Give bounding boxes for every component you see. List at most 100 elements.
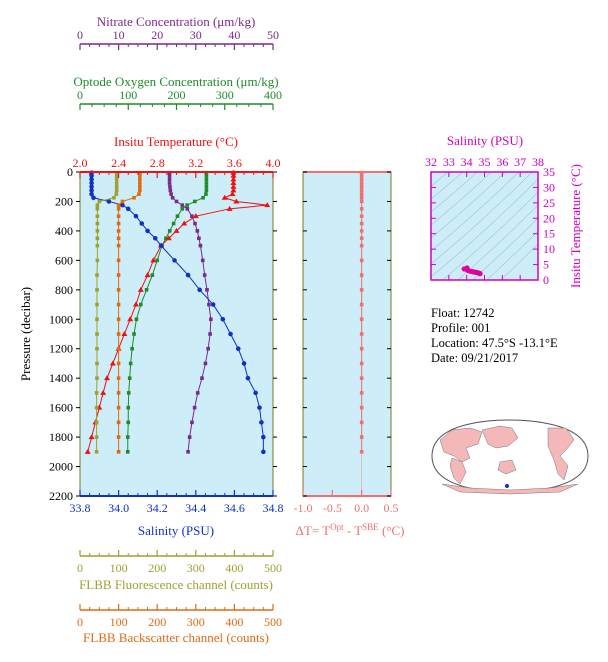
backscatter-data-point: [116, 229, 121, 233]
temperature-data-point: [137, 286, 144, 292]
oxygen-data-point: [204, 192, 208, 196]
fluorescence-data-point: [95, 258, 100, 263]
temperature-tick-label: 3.2: [188, 156, 203, 170]
nitrate-data-point: [206, 346, 210, 351]
ts-density-contour: [431, 172, 520, 252]
delta-t-data-point: [359, 192, 364, 196]
oxygen-data-point: [130, 346, 134, 351]
nitrate-data-point: [187, 435, 192, 439]
pressure-tick-label: 0: [67, 165, 73, 179]
ts-salinity-tick-label: 35: [479, 155, 491, 169]
ts-density-contour: [431, 172, 478, 213]
nitrate-data-point: [186, 450, 190, 454]
backscatter-data-point: [116, 203, 121, 207]
backscatter-data-point: [116, 361, 121, 366]
oxygen-tick-label: 300: [216, 88, 234, 102]
temperature-data-point: [221, 194, 228, 200]
temperature-data-point: [104, 375, 111, 381]
nitrate-data-point: [190, 214, 194, 218]
delta-t-tick-label: 0.0: [354, 501, 369, 515]
backscatter-data-point: [116, 420, 121, 425]
fluorescence-data-point: [94, 450, 99, 454]
salinity-tick-label: 34.0: [108, 501, 129, 515]
fluorescence-data-point: [95, 273, 99, 277]
delta-t-axes-group: -1.0 -0.5 0.0 0.5: [294, 171, 399, 515]
backscatter-tick-label: 0: [77, 615, 83, 629]
ts-temperature-tick-label: 20: [543, 211, 555, 225]
delta-t-data-point: [359, 288, 364, 292]
pressure-tick-label: 1600: [49, 401, 73, 415]
nitrate-data-point: [208, 332, 212, 336]
fluorescence-data-point: [95, 361, 99, 366]
fluorescence-data-point: [94, 420, 99, 425]
backscatter-data-point: [116, 450, 121, 454]
nitrate-tick-label: 0: [77, 28, 83, 42]
delta-t-data-point: [359, 199, 364, 204]
fluorescence-data-point: [114, 184, 119, 189]
nitrate-axis-label: Nitrate Concentration (μm/kg): [97, 14, 256, 29]
salinity-data-point: [145, 228, 150, 234]
nitrate-data-point: [170, 195, 175, 200]
delta-t-tick-label: -0.5: [323, 501, 342, 515]
world-map: [431, 419, 589, 495]
float-id-text: Float: 12742: [431, 306, 495, 320]
nitrate-data-point: [195, 229, 200, 233]
nitrate-data-point: [169, 192, 173, 196]
profile-axes-group: 0200400600800100012001400160018002000220…: [49, 28, 284, 629]
ts-temperature-tick-label: 10: [543, 242, 555, 256]
pressure-tick-label: 600: [55, 253, 73, 267]
temperature-tick-label: 3.6: [227, 156, 242, 170]
salinity-data-point: [91, 195, 96, 201]
backscatter-tick-label: 100: [110, 615, 128, 629]
temperature-data-point: [230, 187, 237, 193]
oxygen-data-point: [125, 450, 130, 454]
delta-t-series-group: [359, 170, 364, 496]
fluorescence-data-point: [114, 181, 119, 185]
salinity-tick-label: 34.2: [147, 501, 168, 515]
oxygen-data-point: [167, 229, 172, 233]
fluorescence-tick-label: 500: [264, 561, 282, 575]
fluorescence-data-point: [95, 302, 99, 307]
pressure-tick-label: 1800: [49, 430, 73, 444]
oxygen-data-point: [193, 199, 197, 204]
delta-t-data-point: [359, 405, 364, 410]
salinity-data-point: [120, 202, 125, 208]
salinity-data-point: [259, 420, 264, 425]
temperature-data-point: [230, 180, 237, 186]
ts-density-contour: [486, 230, 538, 280]
pressure-tick-label: 1400: [49, 371, 73, 385]
oxygen-data-point: [180, 207, 185, 211]
oxygen-data-point: [185, 203, 189, 207]
backscatter-data-point: [116, 243, 121, 248]
temperature-data-point: [127, 316, 134, 322]
oxygen-data-point: [204, 173, 209, 178]
nitrate-data-point: [197, 236, 201, 241]
fluorescence-data-point: [94, 405, 99, 410]
oxygen-tick-label: 400: [264, 88, 282, 102]
delta-t-data-point: [359, 236, 364, 241]
map-land-australia: [497, 459, 517, 475]
delta-t-data-point: [359, 188, 364, 193]
nitrate-tick-label: 40: [228, 28, 240, 42]
fluorescence-data-point: [114, 192, 119, 196]
ts-temperature-tick-label: 30: [543, 180, 555, 194]
salinity-data-point: [89, 180, 94, 186]
nitrate-data-point: [174, 199, 179, 204]
salinity-data-point: [220, 316, 226, 322]
map-land-antarctica: [441, 483, 579, 495]
salinity-data-point: [261, 449, 266, 455]
ts-temperature-tick-label: 25: [543, 196, 555, 210]
profile-plot-area: [79, 171, 274, 497]
ts-density-contours: [431, 172, 538, 280]
oxygen-tick-label: 100: [119, 88, 137, 102]
fluorescence-tick-label: 100: [110, 561, 128, 575]
oxygen-data-point: [125, 435, 130, 439]
salinity-data-point: [245, 375, 251, 381]
oxygen-data-point: [126, 420, 131, 425]
backscatter-data-point: [116, 332, 121, 336]
backscatter-data-point: [138, 181, 142, 185]
salinity-data-point: [152, 235, 158, 241]
temperature-data-point: [233, 198, 240, 204]
temperature-tick-label: 2.0: [73, 156, 88, 170]
nitrate-data-point: [202, 273, 207, 277]
